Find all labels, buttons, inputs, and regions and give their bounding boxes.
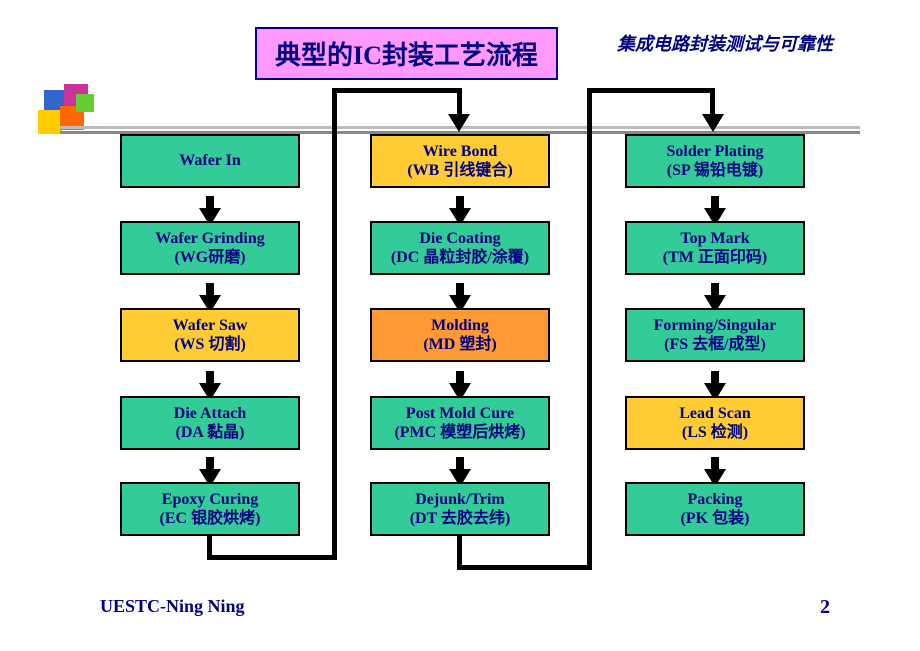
process-box: Wire Bond(WB 引线键合): [370, 134, 550, 188]
process-box: Epoxy Curing(EC 银胶烘烤): [120, 482, 300, 536]
box-line2: (TM 正面印码): [663, 248, 767, 267]
box-line2: (SP 锡铅电镀): [667, 161, 763, 180]
connector-c2-c3-v3: [710, 88, 715, 116]
connector-c1-c2-v2: [332, 88, 337, 560]
page-title: 典型的IC封装工艺流程: [255, 27, 558, 80]
process-box: Wafer Grinding(WG研磨): [120, 221, 300, 275]
process-box: Wafer In: [120, 134, 300, 188]
process-box: Dejunk/Trim(DT 去胶去纬): [370, 482, 550, 536]
box-line2: (PMC 模塑后烘烤): [394, 423, 525, 442]
logo-decoration: [34, 80, 104, 150]
connector-c2-c3-arrow: [702, 114, 724, 132]
connector-c2-c3-v2: [587, 88, 592, 570]
box-line2: (WG研磨): [174, 248, 245, 267]
process-box: Top Mark(TM 正面印码): [625, 221, 805, 275]
footer-author: UESTC-Ning Ning: [100, 596, 245, 617]
process-box: Packing(PK 包装): [625, 482, 805, 536]
box-line1: Wafer Grinding: [155, 229, 265, 248]
box-line2: (DA 黏晶): [176, 423, 245, 442]
process-box: Die Coating(DC 晶粒封胶/涂覆): [370, 221, 550, 275]
box-line2: (EC 银胶烘烤): [160, 509, 261, 528]
connector-c2-c3-h2: [587, 88, 715, 93]
box-line2: (PK 包装): [681, 509, 750, 528]
box-line1: Epoxy Curing: [162, 490, 258, 509]
box-line1: Die Attach: [174, 404, 246, 423]
process-box: Die Attach(DA 黏晶): [120, 396, 300, 450]
box-line1: Wafer Saw: [173, 316, 248, 335]
connector-c1-c2-v3: [457, 88, 462, 116]
box-line1: Lead Scan: [679, 404, 751, 423]
process-box: Molding(MD 塑封): [370, 308, 550, 362]
connector-c1-c2-h1: [207, 555, 337, 560]
box-line2: (DC 晶粒封胶/涂覆): [391, 248, 529, 267]
box-line1: Forming/Singular: [654, 316, 777, 335]
box-line1: Wafer In: [179, 151, 240, 170]
page-number: 2: [820, 596, 830, 619]
box-line1: Post Mold Cure: [406, 404, 514, 423]
box-line1: Die Coating: [419, 229, 500, 248]
page-subtitle: 集成电路封装测试与可靠性: [617, 30, 833, 56]
box-line1: Top Mark: [680, 229, 749, 248]
process-box: Wafer Saw(WS 切割): [120, 308, 300, 362]
process-box: Lead Scan(LS 检测): [625, 396, 805, 450]
box-line1: Wire Bond: [423, 142, 498, 161]
connector-c1-c2-arrow: [448, 114, 470, 132]
box-line1: Packing: [687, 490, 742, 509]
box-line2: (MD 塑封): [423, 335, 496, 354]
process-box: Forming/Singular(FS 去框/成型): [625, 308, 805, 362]
box-line1: Solder Plating: [666, 142, 763, 161]
box-line1: Molding: [431, 316, 489, 335]
process-box: Solder Plating(SP 锡铅电镀): [625, 134, 805, 188]
box-line2: (FS 去框/成型): [664, 335, 766, 354]
connector-c2-c3-h1: [457, 565, 592, 570]
box-line2: (DT 去胶去纬): [410, 509, 511, 528]
box-line2: (LS 检测): [682, 423, 748, 442]
process-box: Post Mold Cure(PMC 模塑后烘烤): [370, 396, 550, 450]
box-line1: Dejunk/Trim: [415, 490, 504, 509]
box-line2: (WB 引线键合): [407, 161, 512, 180]
box-line2: (WS 切割): [174, 335, 246, 354]
connector-c1-c2-h2: [332, 88, 462, 93]
